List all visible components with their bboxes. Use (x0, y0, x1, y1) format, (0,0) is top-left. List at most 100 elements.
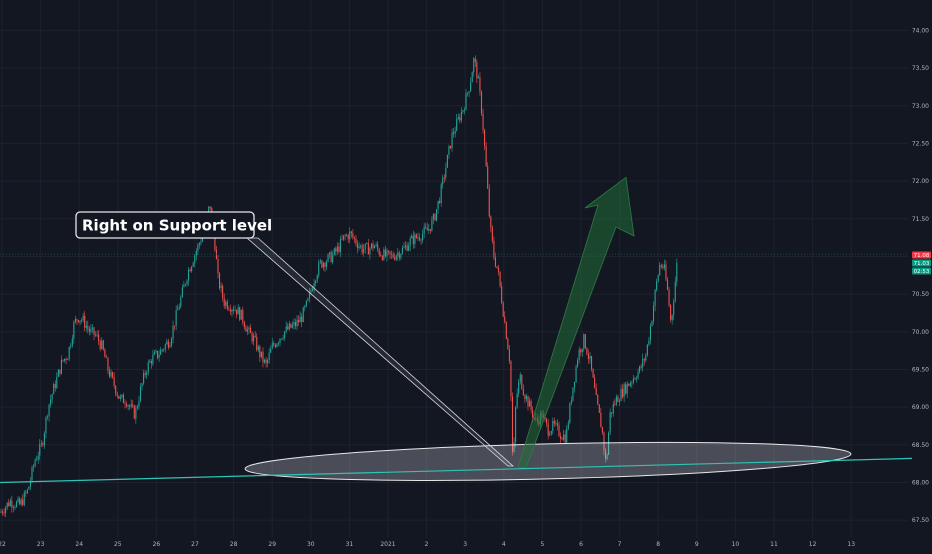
candles (0, 55, 678, 518)
candle-body (352, 233, 354, 238)
candle-body (432, 214, 434, 220)
price-tag (912, 267, 931, 275)
candle-body (53, 383, 55, 395)
candle-body (428, 229, 430, 231)
candle-body (487, 166, 489, 189)
candle-body (256, 336, 258, 351)
candle-body (19, 498, 21, 505)
candle-body (467, 92, 469, 94)
candle-body (315, 280, 317, 284)
candle-body (456, 119, 458, 131)
candle-body (445, 167, 447, 178)
candle-body (572, 387, 574, 401)
candle-body (327, 254, 329, 262)
candle-body (122, 394, 124, 403)
candle-body (253, 335, 255, 342)
candle-body (556, 423, 558, 426)
candle-body (651, 321, 653, 327)
candle-body (398, 252, 400, 258)
candle-body (659, 265, 661, 276)
candle-body (293, 322, 295, 325)
candle-body (657, 275, 659, 282)
x-tick-label: 9 (695, 541, 699, 548)
callout-box[interactable] (75, 211, 255, 239)
candle-body (465, 93, 467, 110)
candle-body (676, 262, 678, 282)
x-tick-label: 13 (847, 541, 855, 548)
candle-body (558, 425, 560, 437)
candle-body (175, 310, 177, 327)
candle-body (127, 405, 129, 407)
support-ellipse[interactable] (244, 437, 852, 487)
candle-body (519, 374, 521, 382)
candle-body (277, 342, 279, 344)
candle-body (420, 239, 422, 241)
candle-body (505, 322, 507, 339)
candle-body (626, 383, 628, 394)
candle-body (446, 154, 448, 168)
candle-body (640, 366, 642, 368)
y-tick-label: 70.50 (912, 291, 929, 298)
candle-body (220, 285, 222, 289)
candle-body (298, 319, 300, 323)
candle-body (153, 352, 155, 355)
candle-body (118, 395, 120, 399)
candle-body (138, 400, 140, 407)
candle-body (169, 345, 171, 348)
candle-body (516, 393, 518, 408)
candle-body (259, 346, 261, 358)
candle-body (274, 344, 276, 347)
price-tag (912, 251, 931, 259)
annotations: Right on Support level (0, 176, 913, 487)
candle-body (457, 117, 459, 120)
callout-text: Right on Support level (82, 217, 272, 235)
support-trend-line[interactable] (0, 457, 913, 484)
candle-body (656, 281, 658, 290)
candle-body (110, 372, 112, 377)
candle-body (90, 328, 92, 332)
candle-body (470, 82, 472, 92)
candle-body (560, 436, 562, 439)
candle-body (589, 356, 591, 359)
candle-body (577, 359, 579, 367)
candle-body (302, 307, 304, 322)
candle-body (31, 467, 33, 481)
candle-body (594, 377, 596, 388)
candle-body (380, 254, 382, 257)
y-tick-label: 69.50 (912, 366, 929, 373)
candle-body (188, 269, 190, 281)
candle-body (549, 434, 551, 436)
candle-body (325, 261, 328, 267)
callout-pointer (245, 237, 515, 467)
candle-body (601, 427, 603, 433)
x-tick-label: 24 (75, 541, 83, 548)
candle-body (375, 244, 377, 246)
x-tick-label: 6 (579, 541, 583, 548)
candle-body (632, 378, 634, 383)
candle-body (26, 489, 28, 493)
candle-body (186, 280, 188, 285)
candle-body (294, 322, 297, 327)
candle-body (418, 237, 421, 240)
candle-body (217, 259, 219, 274)
candle-body (386, 250, 388, 257)
candle-body (476, 61, 478, 79)
candle-body (412, 235, 414, 245)
candle-body (485, 146, 487, 167)
candle-body (417, 237, 419, 239)
candle-body (34, 460, 36, 467)
bullish-arrow[interactable] (517, 176, 635, 468)
candle-body (144, 372, 146, 375)
candle-body (649, 326, 651, 341)
candle-body (129, 405, 131, 407)
candle-body (195, 251, 197, 256)
candle-body (353, 237, 355, 239)
candle-body (143, 372, 145, 384)
candle-body (33, 466, 35, 468)
candle-body (50, 399, 52, 405)
candle-body (70, 345, 72, 347)
candle-body (290, 323, 292, 328)
candle-body (653, 306, 655, 322)
